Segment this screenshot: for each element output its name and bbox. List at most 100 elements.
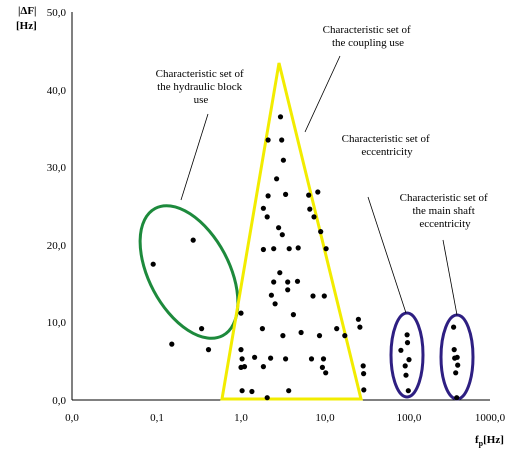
region-eccentricity-label: Characteristic set of eccentricity <box>342 133 433 158</box>
region-label-line: the main shaft <box>412 205 474 217</box>
region-main-shaft-leader <box>442 239 458 316</box>
data-point <box>361 387 367 393</box>
data-point <box>319 364 325 370</box>
x-tick-label: 100,0 <box>397 412 422 424</box>
data-point <box>150 261 156 267</box>
region-coupling-label: Characteristic set of the coupling use <box>323 24 414 49</box>
data-point <box>199 326 205 332</box>
data-point <box>271 279 277 285</box>
data-point <box>453 370 459 376</box>
data-point <box>451 347 457 353</box>
data-point <box>315 189 321 195</box>
data-point <box>265 193 271 199</box>
region-label-line: the hydraulic block <box>157 81 242 93</box>
data-point <box>295 245 301 251</box>
x-axis-label-subscript: p <box>479 439 484 448</box>
data-point <box>276 225 282 231</box>
region-label-line: Characteristic set of <box>156 68 244 80</box>
data-point <box>264 214 270 220</box>
data-point <box>274 176 280 182</box>
data-point <box>454 395 460 401</box>
data-point <box>271 246 277 252</box>
data-point <box>285 287 291 293</box>
data-point <box>361 371 367 377</box>
y-tick-label: 10,0 <box>47 317 67 329</box>
y-tick-label: 30,0 <box>47 162 67 174</box>
x-tick-label: 1,0 <box>234 412 248 424</box>
data-point <box>355 316 361 322</box>
region-label-line: Characteristic set of <box>323 24 411 36</box>
data-point <box>318 229 324 235</box>
data-point <box>190 237 196 243</box>
data-point <box>260 364 266 370</box>
data-point <box>455 362 461 368</box>
data-point <box>298 329 304 336</box>
region-label-line: eccentricity <box>361 146 413 158</box>
data-point <box>308 356 315 362</box>
data-point <box>311 214 317 220</box>
data-point <box>205 347 212 353</box>
data-point <box>277 270 283 276</box>
data-point <box>334 326 340 332</box>
y-tick-label: 40,0 <box>47 85 67 97</box>
region-hydraulic-block-leader <box>180 113 209 201</box>
data-point <box>169 341 175 347</box>
data-point <box>404 332 410 338</box>
data-point <box>280 157 286 163</box>
data-point <box>252 354 258 360</box>
data-point <box>260 205 266 211</box>
region-hydraulic-block-label: Characteristic set of the hydraulic bloc… <box>156 68 247 106</box>
data-point <box>404 340 411 346</box>
data-point <box>249 388 255 395</box>
data-point <box>283 191 289 197</box>
data-point <box>403 372 409 378</box>
data-point <box>402 363 408 369</box>
data-point <box>323 370 329 376</box>
data-point <box>268 292 274 298</box>
data-point <box>405 388 411 394</box>
data-point <box>285 279 291 285</box>
data-point <box>260 246 266 253</box>
region-eccentricity-leader <box>367 196 407 314</box>
region-main-shaft-eccentricity: Characteristic set of the main shaft ecc… <box>400 192 491 401</box>
region-eccentricity-ellipse <box>389 311 425 399</box>
region-label-line: Characteristic set of <box>400 192 488 204</box>
data-point <box>279 232 285 238</box>
data-point <box>342 333 348 339</box>
x-tick-label: 10,0 <box>315 412 335 424</box>
x-tick-label: 0,0 <box>65 412 79 424</box>
data-point <box>265 137 271 143</box>
region-label-line: the coupling use <box>332 37 404 49</box>
region-eccentricity: Characteristic set of eccentricity <box>342 133 433 399</box>
data-point <box>294 278 301 284</box>
x-tick-label: 0,1 <box>150 412 164 424</box>
data-point <box>360 363 366 369</box>
data-point <box>451 324 457 330</box>
y-tick-label: 0,0 <box>52 395 66 407</box>
data-point <box>241 364 248 370</box>
data-point <box>259 326 265 332</box>
x-axis-label: fp[Hz] <box>475 434 504 448</box>
data-point <box>316 333 323 339</box>
region-label-line: Characteristic set of <box>342 133 430 145</box>
region-hydraulic-block: Characteristic set of the hydraulic bloc… <box>138 68 247 340</box>
data-point <box>280 333 286 339</box>
data-point <box>286 388 292 394</box>
data-point <box>238 310 244 316</box>
region-coupling-leader <box>304 55 341 133</box>
data-point <box>320 356 327 362</box>
data-point <box>290 312 296 318</box>
data-point <box>279 137 285 143</box>
data-point <box>398 347 404 353</box>
region-hydraulic-block-ellipse <box>138 204 240 340</box>
data-point <box>277 114 284 120</box>
x-axis-label-unit: [Hz] <box>483 434 504 446</box>
data-point <box>310 293 316 299</box>
region-main-shaft-label: Characteristic set of the main shaft ecc… <box>400 192 491 230</box>
y-tick-label: 50,0 <box>47 7 67 19</box>
data-point <box>238 347 244 353</box>
y-tick-label: 20,0 <box>47 240 67 252</box>
region-label-line: use <box>194 94 209 106</box>
data-point <box>323 246 329 252</box>
